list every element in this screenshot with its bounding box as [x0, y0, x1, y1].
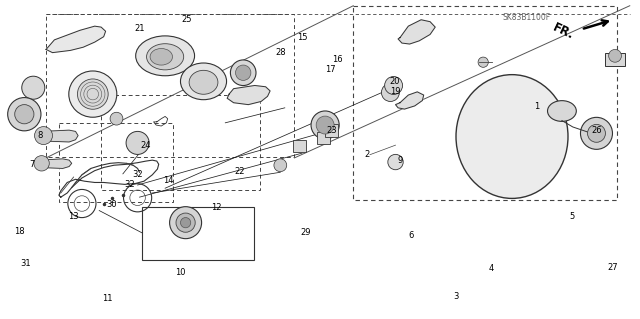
- Bar: [59, 123, 173, 202]
- Circle shape: [381, 84, 399, 101]
- Text: 22: 22: [235, 167, 245, 176]
- Text: 11: 11: [102, 294, 113, 303]
- Circle shape: [385, 77, 403, 94]
- Text: 27: 27: [608, 263, 618, 272]
- Circle shape: [110, 112, 123, 125]
- Ellipse shape: [77, 79, 108, 109]
- Circle shape: [176, 213, 195, 232]
- Bar: [101, 95, 260, 190]
- Text: 32: 32: [132, 170, 143, 179]
- Text: 12: 12: [211, 204, 221, 212]
- Circle shape: [230, 60, 256, 85]
- Circle shape: [34, 156, 49, 171]
- Bar: [293, 140, 306, 152]
- Ellipse shape: [180, 63, 227, 100]
- Text: 9: 9: [397, 156, 403, 165]
- Ellipse shape: [548, 101, 576, 122]
- Text: 29: 29: [301, 228, 311, 237]
- Text: 3: 3: [453, 292, 458, 300]
- Text: 20: 20: [390, 77, 400, 86]
- Ellipse shape: [136, 36, 195, 76]
- Text: 26: 26: [591, 126, 602, 135]
- Circle shape: [126, 131, 149, 154]
- Text: 21: 21: [134, 24, 145, 33]
- Text: 31: 31: [20, 259, 31, 268]
- Polygon shape: [396, 92, 424, 109]
- Circle shape: [316, 116, 334, 134]
- Polygon shape: [398, 20, 435, 44]
- Text: 24: 24: [141, 141, 151, 150]
- Circle shape: [311, 111, 339, 139]
- Circle shape: [15, 105, 34, 124]
- Circle shape: [8, 98, 41, 131]
- Polygon shape: [38, 130, 78, 142]
- Ellipse shape: [147, 44, 184, 70]
- Circle shape: [609, 49, 621, 62]
- Circle shape: [236, 65, 251, 80]
- Circle shape: [478, 57, 488, 67]
- Text: 15: 15: [297, 33, 307, 42]
- Text: FR.: FR.: [550, 21, 576, 42]
- Circle shape: [580, 117, 612, 149]
- Text: 18: 18: [14, 227, 24, 236]
- Text: 2: 2: [364, 150, 369, 159]
- Circle shape: [170, 207, 202, 239]
- Text: SK83B1100F: SK83B1100F: [502, 13, 550, 22]
- Bar: [353, 6, 617, 200]
- Bar: [605, 53, 625, 66]
- Text: 14: 14: [163, 176, 173, 185]
- Text: 10: 10: [175, 268, 186, 277]
- Text: 32: 32: [124, 180, 134, 189]
- Text: 25: 25: [182, 15, 192, 24]
- Circle shape: [180, 218, 191, 228]
- Text: 16: 16: [332, 55, 342, 63]
- Polygon shape: [37, 159, 72, 168]
- Text: 19: 19: [390, 87, 400, 96]
- Bar: [325, 124, 338, 137]
- Text: 5: 5: [569, 212, 574, 221]
- Ellipse shape: [189, 70, 218, 94]
- Polygon shape: [227, 85, 270, 105]
- Text: 13: 13: [68, 212, 79, 221]
- Circle shape: [274, 159, 287, 172]
- Text: 23: 23: [326, 126, 337, 135]
- Circle shape: [388, 154, 403, 170]
- Text: 28: 28: [275, 48, 285, 57]
- Bar: [46, 14, 294, 157]
- Ellipse shape: [150, 48, 173, 65]
- Text: 17: 17: [326, 65, 336, 74]
- Text: 4: 4: [489, 264, 494, 273]
- Text: 7: 7: [29, 160, 35, 169]
- Text: 8: 8: [37, 131, 42, 140]
- Bar: [142, 207, 254, 260]
- Text: 6: 6: [409, 231, 414, 240]
- Text: 30: 30: [107, 200, 117, 209]
- Polygon shape: [46, 26, 106, 53]
- Ellipse shape: [456, 75, 568, 198]
- Text: 1: 1: [534, 102, 539, 111]
- Ellipse shape: [69, 71, 117, 117]
- Circle shape: [35, 127, 52, 145]
- Bar: [317, 132, 330, 144]
- Circle shape: [588, 124, 605, 142]
- Circle shape: [22, 76, 45, 99]
